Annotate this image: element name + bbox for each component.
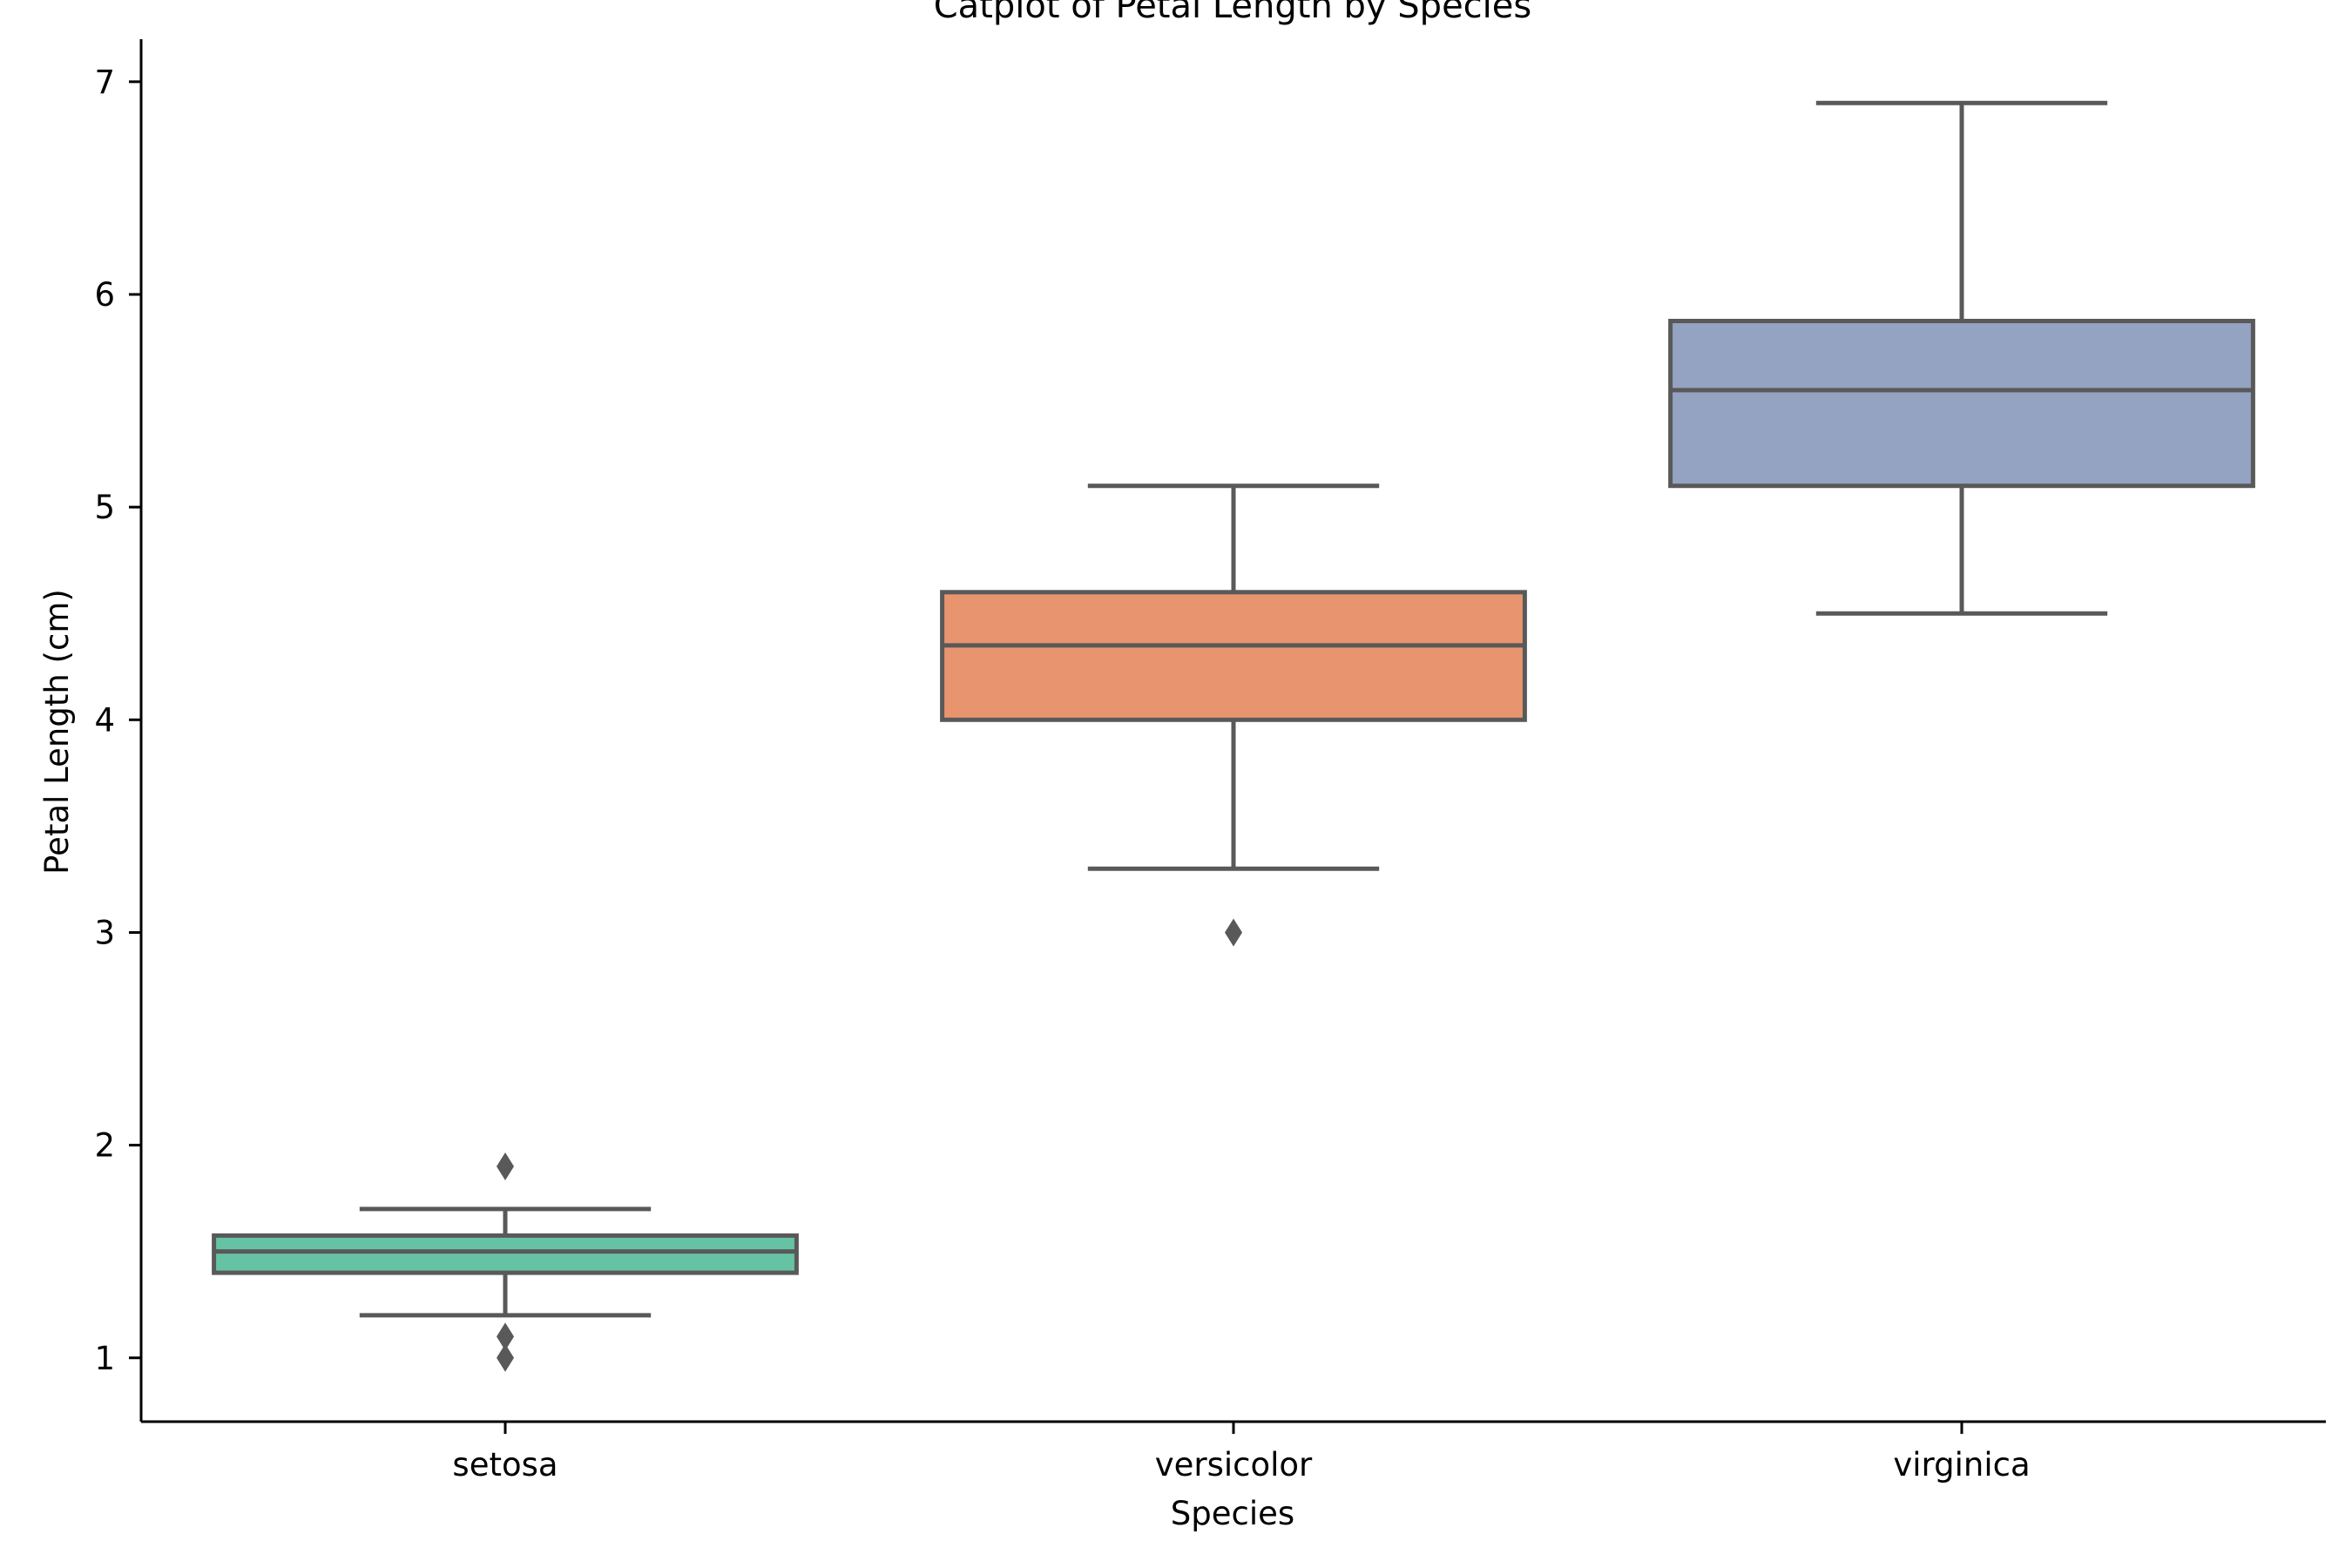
box-iqr — [212, 1233, 799, 1275]
axes: 1 2 3 4 5 6 7 setosa versicolor virginica — [94, 39, 2326, 1484]
x-axis-label: Species — [1171, 1495, 1294, 1532]
outlier-point — [497, 1322, 514, 1351]
x-tick-label: setosa — [452, 1446, 558, 1484]
chart-title: Catplot of Petal Length by Species — [934, 0, 1532, 26]
y-tick-label: 4 — [94, 701, 115, 739]
y-tick-label: 2 — [94, 1127, 115, 1165]
box-iqr — [940, 590, 1527, 722]
y-axis-label: Petal Length (cm) — [38, 589, 76, 875]
y-tick-label: 6 — [94, 276, 115, 314]
outlier-point — [1225, 918, 1242, 947]
box-group-virginica — [1668, 100, 2255, 616]
box-iqr — [1668, 319, 2255, 489]
box-group-versicolor — [940, 483, 1527, 947]
y-tick-label: 7 — [94, 64, 115, 101]
y-tick-label: 5 — [94, 489, 115, 526]
x-tick-label: versicolor — [1155, 1446, 1313, 1484]
outlier-point — [497, 1343, 514, 1372]
x-tick-label: virginica — [1893, 1446, 2030, 1484]
box-group-setosa — [212, 1152, 799, 1372]
y-tick-label: 3 — [94, 914, 115, 951]
y-tick-label: 1 — [94, 1340, 115, 1377]
outlier-point — [497, 1152, 514, 1181]
plot-area — [212, 100, 2255, 1372]
